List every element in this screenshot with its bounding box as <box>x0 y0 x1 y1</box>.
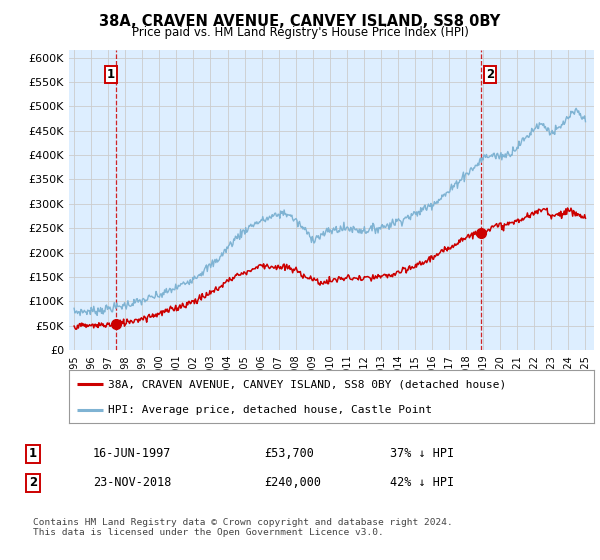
Text: Price paid vs. HM Land Registry's House Price Index (HPI): Price paid vs. HM Land Registry's House … <box>131 26 469 39</box>
Text: 2: 2 <box>29 476 37 489</box>
Text: 1: 1 <box>107 68 115 81</box>
Text: 23-NOV-2018: 23-NOV-2018 <box>93 476 172 489</box>
Text: 2: 2 <box>486 68 494 81</box>
Text: £240,000: £240,000 <box>264 476 321 489</box>
Text: HPI: Average price, detached house, Castle Point: HPI: Average price, detached house, Cast… <box>109 405 433 415</box>
Text: 42% ↓ HPI: 42% ↓ HPI <box>390 476 454 489</box>
Text: 37% ↓ HPI: 37% ↓ HPI <box>390 447 454 460</box>
Text: 1: 1 <box>29 447 37 460</box>
Text: 16-JUN-1997: 16-JUN-1997 <box>93 447 172 460</box>
Text: £53,700: £53,700 <box>264 447 314 460</box>
Text: Contains HM Land Registry data © Crown copyright and database right 2024.
This d: Contains HM Land Registry data © Crown c… <box>33 518 453 538</box>
Text: 38A, CRAVEN AVENUE, CANVEY ISLAND, SS8 0BY (detached house): 38A, CRAVEN AVENUE, CANVEY ISLAND, SS8 0… <box>109 380 506 390</box>
Text: 38A, CRAVEN AVENUE, CANVEY ISLAND, SS8 0BY: 38A, CRAVEN AVENUE, CANVEY ISLAND, SS8 0… <box>100 14 500 29</box>
